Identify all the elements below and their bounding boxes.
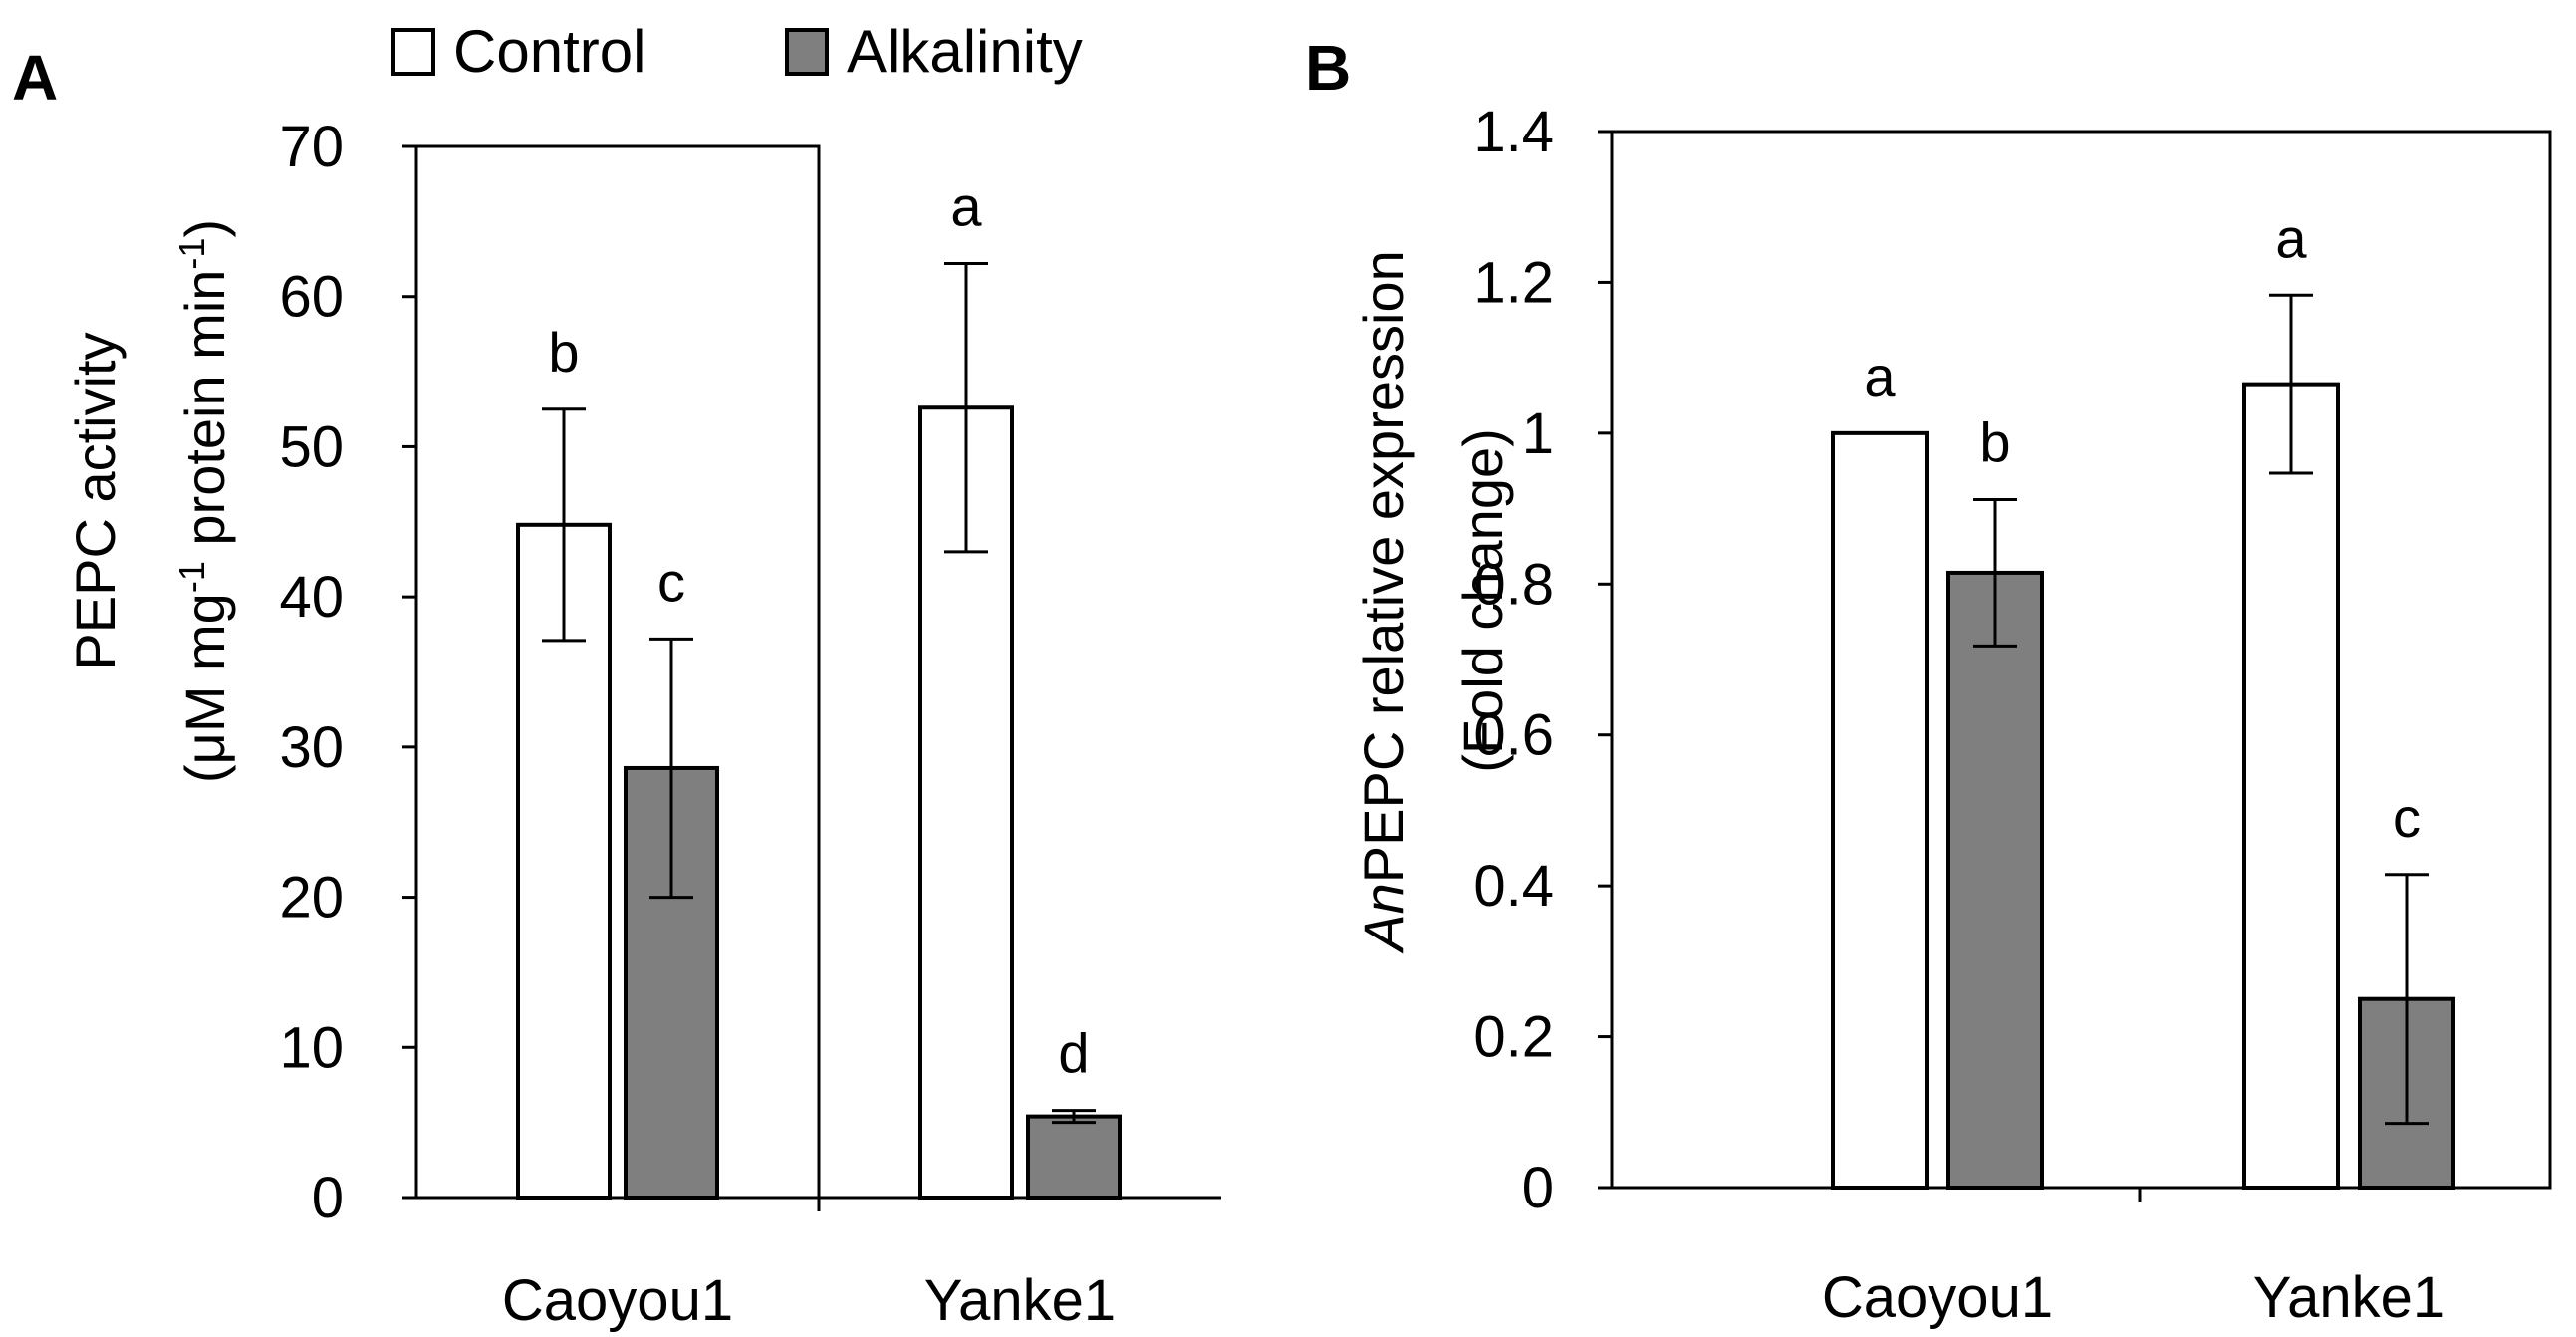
panel-a-plot-frame — [414, 144, 821, 1200]
panel-b-ylabel-line1: AnPEPC relative expression — [1352, 250, 1415, 953]
panel-a-letter: A — [12, 42, 58, 114]
panel-a-ylabel-unit-pre: (μM mg — [173, 593, 236, 783]
panel-a-category-label: Yanke1 — [924, 1268, 1116, 1333]
panel-a-significance-letter: c — [657, 550, 685, 613]
panel-b-ylabel-italic: An — [1352, 883, 1415, 954]
panel-a-significance-letter: b — [548, 321, 579, 384]
panel-b-bar-alkalinity — [1946, 570, 2044, 1190]
panel-b-significance-letter: a — [2275, 206, 2307, 269]
panel-b-ylabel-rest: PEPC relative expression — [1352, 250, 1415, 883]
panel-b-ytick-label: 1.2 — [1473, 250, 1554, 315]
panel-b-category-label: Yanke1 — [2253, 1265, 2445, 1330]
panel-a-ytick-label: 30 — [279, 715, 344, 780]
panel-a-ytick-label: 40 — [279, 565, 344, 630]
panel-b-ytick-label: 0.6 — [1473, 703, 1554, 768]
panel-a: A PEPC activity (μM mg-1 protein min-1) … — [12, 42, 1221, 1333]
panel-b-ytick-label: 1.4 — [1473, 100, 1554, 164]
panel-b-ytick-label: 0.8 — [1473, 552, 1554, 617]
panel-a-ylabel-line2: (μM mg-1 protein min-1) — [171, 219, 236, 783]
panel-b-ylabel-line2: (Fold change) — [1451, 428, 1514, 773]
panel-b-ytick-label: 0.4 — [1473, 854, 1554, 919]
panel-a-ylabel-unit-post: ) — [173, 219, 236, 238]
panel-a-bar-control — [918, 405, 1014, 1200]
panel-b-bar-control — [2242, 382, 2340, 1190]
panel-b-ytick-label: 0 — [1522, 1156, 1554, 1220]
panel-a-ylabel-unit-sup1: -1 — [171, 561, 212, 593]
panel-a-bar-alkalinity — [624, 765, 719, 1200]
panel-a-significance-letter: a — [950, 175, 982, 238]
panel-a-ytick-label: 10 — [279, 1015, 344, 1080]
panel-a-significance-letter: d — [1058, 1022, 1089, 1085]
panel-a-bar-alkalinity — [1026, 1114, 1122, 1200]
panel-b-category-label: Caoyou1 — [1822, 1265, 2053, 1330]
panel-b-ytick-label: 1 — [1522, 401, 1554, 466]
panel-a-ytick-label: 0 — [312, 1166, 344, 1230]
panel-a-ytick-label: 70 — [279, 115, 344, 179]
panel-a-category-label: Caoyou1 — [502, 1268, 733, 1333]
legend: Control Alkalinity — [391, 18, 1083, 85]
panel-a-ylabel-line1: PEPC activity — [64, 332, 127, 669]
legend-label-alkalinity: Alkalinity — [847, 18, 1083, 85]
panel-b-plot-frame — [1610, 130, 2552, 1190]
legend-label-control: Control — [453, 18, 645, 85]
panel-a-ylabel-unit-sup2: -1 — [171, 238, 212, 270]
panel-b-significance-letter: b — [1979, 410, 2010, 473]
panel-a-ylabel-unit-mid: protein min — [173, 270, 236, 562]
panel-a-ytick-label: 50 — [279, 414, 344, 479]
panel-b-significance-letter: a — [1864, 345, 1896, 407]
panel-a-ytick-label: 60 — [279, 265, 344, 330]
legend-swatch-control — [391, 28, 435, 76]
panel-b-ytick-label: 0.2 — [1473, 1005, 1554, 1070]
panel-b-letter: B — [1305, 32, 1351, 104]
panel-b: B AnPEPC relative expression (Fold chang… — [1305, 32, 2552, 1330]
panel-b-bar-control — [1831, 430, 1929, 1191]
panel-b-significance-letter: c — [2393, 786, 2421, 849]
legend-swatch-alkalinity — [785, 28, 829, 76]
panel-a-ytick-label: 20 — [279, 866, 344, 931]
